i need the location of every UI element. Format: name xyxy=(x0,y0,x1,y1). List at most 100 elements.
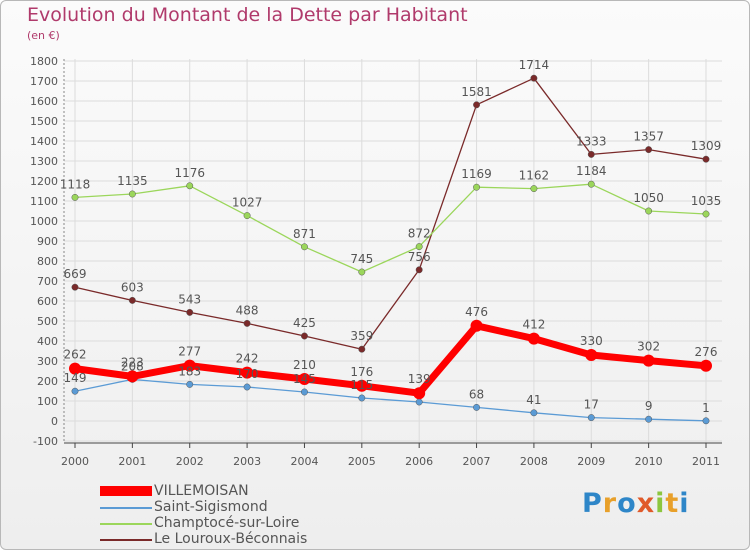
logo-letter: o xyxy=(617,488,637,519)
data-point xyxy=(358,268,366,276)
legend-swatch-saint-sigismond xyxy=(100,507,152,509)
data-point xyxy=(645,415,653,423)
data-point xyxy=(702,417,710,425)
data-point xyxy=(530,185,538,193)
legend-item-villemoisan: VILLEMOISAN xyxy=(100,483,360,500)
data-point xyxy=(183,359,196,372)
data-point xyxy=(358,394,366,402)
data-point xyxy=(587,180,595,188)
data-label: 210 xyxy=(293,358,316,372)
data-point xyxy=(126,370,139,383)
data-point xyxy=(415,398,423,406)
data-label: 276 xyxy=(695,345,718,359)
data-point xyxy=(700,359,712,372)
x-tick-label: 2008 xyxy=(520,455,548,468)
data-label: 669 xyxy=(64,267,87,281)
data-label: 68 xyxy=(469,387,484,401)
legend-label-louroux: Le Louroux-Béconnais xyxy=(154,531,308,547)
data-label: 1027 xyxy=(232,196,263,210)
data-label: 1581 xyxy=(461,85,492,99)
data-point xyxy=(645,207,653,215)
x-tick-label: 2004 xyxy=(290,455,318,468)
y-tick-label: 800 xyxy=(37,255,58,268)
legend-label-saint-sigismond: Saint-Sigismond xyxy=(154,499,268,515)
data-label: 488 xyxy=(236,303,259,317)
data-label: 183 xyxy=(178,364,201,378)
data-point xyxy=(527,332,540,345)
data-label: 872 xyxy=(408,227,431,241)
data-label: 115 xyxy=(350,378,373,392)
x-tick-label: 2002 xyxy=(176,455,204,468)
data-point xyxy=(413,387,426,400)
legend-swatch-champtoce xyxy=(100,523,152,525)
data-label: 330 xyxy=(580,334,603,348)
data-label: 1184 xyxy=(576,164,607,178)
x-tick-label: 2007 xyxy=(463,455,491,468)
data-label: 412 xyxy=(522,318,545,332)
data-label: 871 xyxy=(293,227,316,241)
data-point xyxy=(702,210,710,218)
y-tick-label: 600 xyxy=(37,295,58,308)
data-point xyxy=(530,74,538,82)
y-tick-label: 1500 xyxy=(30,115,58,128)
plot-area xyxy=(64,59,722,443)
data-label: 1357 xyxy=(633,130,664,144)
data-point xyxy=(470,319,483,332)
data-label: 277 xyxy=(178,345,201,359)
y-tick-label: 400 xyxy=(37,335,58,348)
data-point xyxy=(702,155,710,163)
data-label: 1 xyxy=(702,401,710,415)
data-point xyxy=(241,366,254,379)
logo-letter: i xyxy=(679,488,690,519)
data-label: 170 xyxy=(236,367,259,381)
data-label: 1050 xyxy=(633,191,664,205)
data-label: 1035 xyxy=(691,194,722,208)
data-label: 425 xyxy=(293,316,316,330)
data-point xyxy=(128,190,136,198)
data-point xyxy=(415,243,423,251)
data-point xyxy=(645,146,653,154)
data-point xyxy=(473,403,480,411)
x-tick-label: 2011 xyxy=(692,455,720,468)
data-point xyxy=(355,379,368,392)
data-point xyxy=(71,193,79,201)
legend-item-champtoce: Champtocé-sur-Loire xyxy=(100,515,360,532)
data-point xyxy=(243,383,251,391)
data-label: 17 xyxy=(584,398,599,412)
y-tick-label: 100 xyxy=(37,395,58,408)
data-point xyxy=(186,182,194,190)
data-label: 1333 xyxy=(576,134,607,148)
data-label: 242 xyxy=(236,352,259,366)
data-label: 1118 xyxy=(60,177,91,191)
data-label: 223 xyxy=(121,355,144,369)
x-tick-label: 2006 xyxy=(405,455,433,468)
data-point xyxy=(186,308,194,316)
data-point xyxy=(587,414,595,422)
legend-label-champtoce: Champtocé-sur-Loire xyxy=(154,515,300,531)
y-tick-label: 1700 xyxy=(30,75,58,88)
logo-letter: i xyxy=(655,488,666,519)
legend-swatch-villemoisan xyxy=(100,486,152,496)
y-tick-label: 200 xyxy=(37,375,58,388)
data-label: 1309 xyxy=(691,139,722,153)
data-label: 149 xyxy=(64,371,87,385)
x-tick-label: 2009 xyxy=(577,455,605,468)
logo-letter: r xyxy=(602,488,618,519)
data-label: 359 xyxy=(350,329,373,343)
data-point xyxy=(473,183,480,191)
data-point xyxy=(358,345,366,353)
chart-title: Evolution du Montant de la Dette par Hab… xyxy=(27,4,468,26)
data-label: 1135 xyxy=(117,174,148,188)
legend-item-louroux: Le Louroux-Béconnais xyxy=(100,531,360,548)
data-point xyxy=(530,409,538,417)
data-point xyxy=(301,388,308,396)
data-label: 603 xyxy=(121,280,144,294)
data-label: 756 xyxy=(408,250,431,264)
data-label: 1162 xyxy=(519,169,550,183)
data-point xyxy=(71,283,79,291)
y-tick-label: 1600 xyxy=(30,95,58,108)
data-point xyxy=(69,362,81,375)
data-label: 41 xyxy=(526,393,541,407)
logo-letter: t xyxy=(665,488,680,519)
